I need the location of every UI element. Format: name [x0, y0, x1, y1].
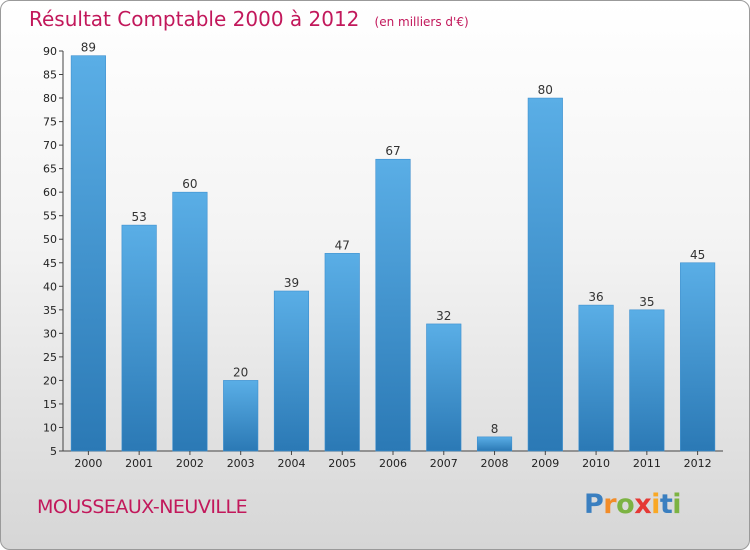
bar-2012	[680, 262, 716, 452]
y-tick-label: 80	[43, 92, 57, 105]
data-label: 8	[491, 422, 499, 436]
y-tick-label: 75	[43, 116, 57, 129]
y-tick-label: 55	[43, 210, 57, 223]
x-tick-label: 2011	[633, 457, 661, 470]
bar-2007	[426, 323, 462, 452]
logo-letter: r	[603, 489, 617, 520]
bar-2008	[476, 436, 513, 452]
x-tick-label: 2006	[379, 457, 407, 470]
data-label: 80	[538, 83, 553, 97]
x-tick-label: 2012	[684, 457, 712, 470]
proxiti-logo: Proxiti	[584, 489, 682, 520]
y-tick-label: 40	[43, 280, 57, 293]
x-tick-label: 2009	[531, 457, 559, 470]
x-tick-label: 2002	[176, 457, 204, 470]
x-tick-label: 2005	[328, 457, 356, 470]
logo-letter: t	[659, 489, 673, 520]
y-tick-label: 70	[43, 139, 57, 152]
logo-letter: i	[672, 489, 682, 520]
data-label: 32	[436, 309, 451, 323]
bar-2009	[527, 97, 563, 452]
y-tick-label: 15	[43, 398, 57, 411]
logo-letter: o	[616, 489, 635, 520]
y-tick-label: 50	[43, 233, 57, 246]
x-tick-label: 2000	[74, 457, 102, 470]
y-tick-label: 65	[43, 163, 57, 176]
data-label: 67	[385, 144, 400, 158]
logo-letter: P	[584, 489, 604, 520]
bar-2010	[578, 304, 614, 452]
chart-title-block: Résultat Comptable 2000 à 2012 (en milli…	[29, 7, 469, 31]
y-tick-label: 25	[43, 351, 57, 364]
bar-2003	[223, 380, 259, 452]
y-tick-label: 10	[43, 421, 57, 434]
y-tick-label: 5	[50, 445, 57, 458]
bar-2000	[70, 55, 106, 452]
data-label: 89	[81, 41, 96, 55]
x-tick-label: 2008	[481, 457, 509, 470]
data-label: 20	[233, 365, 248, 379]
data-label: 53	[132, 210, 147, 224]
chart-title: Résultat Comptable 2000 à 2012	[29, 7, 360, 31]
y-tick-label: 20	[43, 374, 57, 387]
bar-2005	[324, 253, 360, 452]
commune-name: MOUSSEAUX-NEUVILLE	[37, 496, 248, 518]
x-tick-label: 2007	[430, 457, 458, 470]
y-tick-label: 85	[43, 69, 57, 82]
y-tick-label: 60	[43, 186, 57, 199]
logo-letter: x	[634, 489, 652, 520]
y-tick-label: 45	[43, 257, 57, 270]
x-tick-label: 2010	[582, 457, 610, 470]
bar-2004	[273, 290, 310, 452]
x-tick-label: 2001	[125, 457, 153, 470]
x-tick-label: 2003	[227, 457, 255, 470]
data-label: 47	[335, 238, 350, 252]
chart-unit-subtitle: (en milliers d'€)	[374, 15, 469, 29]
bar-2002	[172, 191, 208, 452]
data-label: 36	[588, 290, 603, 304]
bar-2006	[375, 158, 411, 452]
logo-letter: i	[651, 489, 660, 520]
data-label: 45	[690, 248, 705, 262]
y-tick-label: 35	[43, 304, 57, 317]
x-tick-label: 2004	[277, 457, 305, 470]
bar-2001	[121, 224, 157, 452]
data-label: 60	[182, 177, 197, 191]
y-tick-label: 90	[43, 45, 57, 58]
data-label: 39	[284, 276, 299, 290]
y-tick-label: 30	[43, 327, 57, 340]
bar-2011	[629, 309, 665, 452]
data-label: 35	[639, 295, 654, 309]
